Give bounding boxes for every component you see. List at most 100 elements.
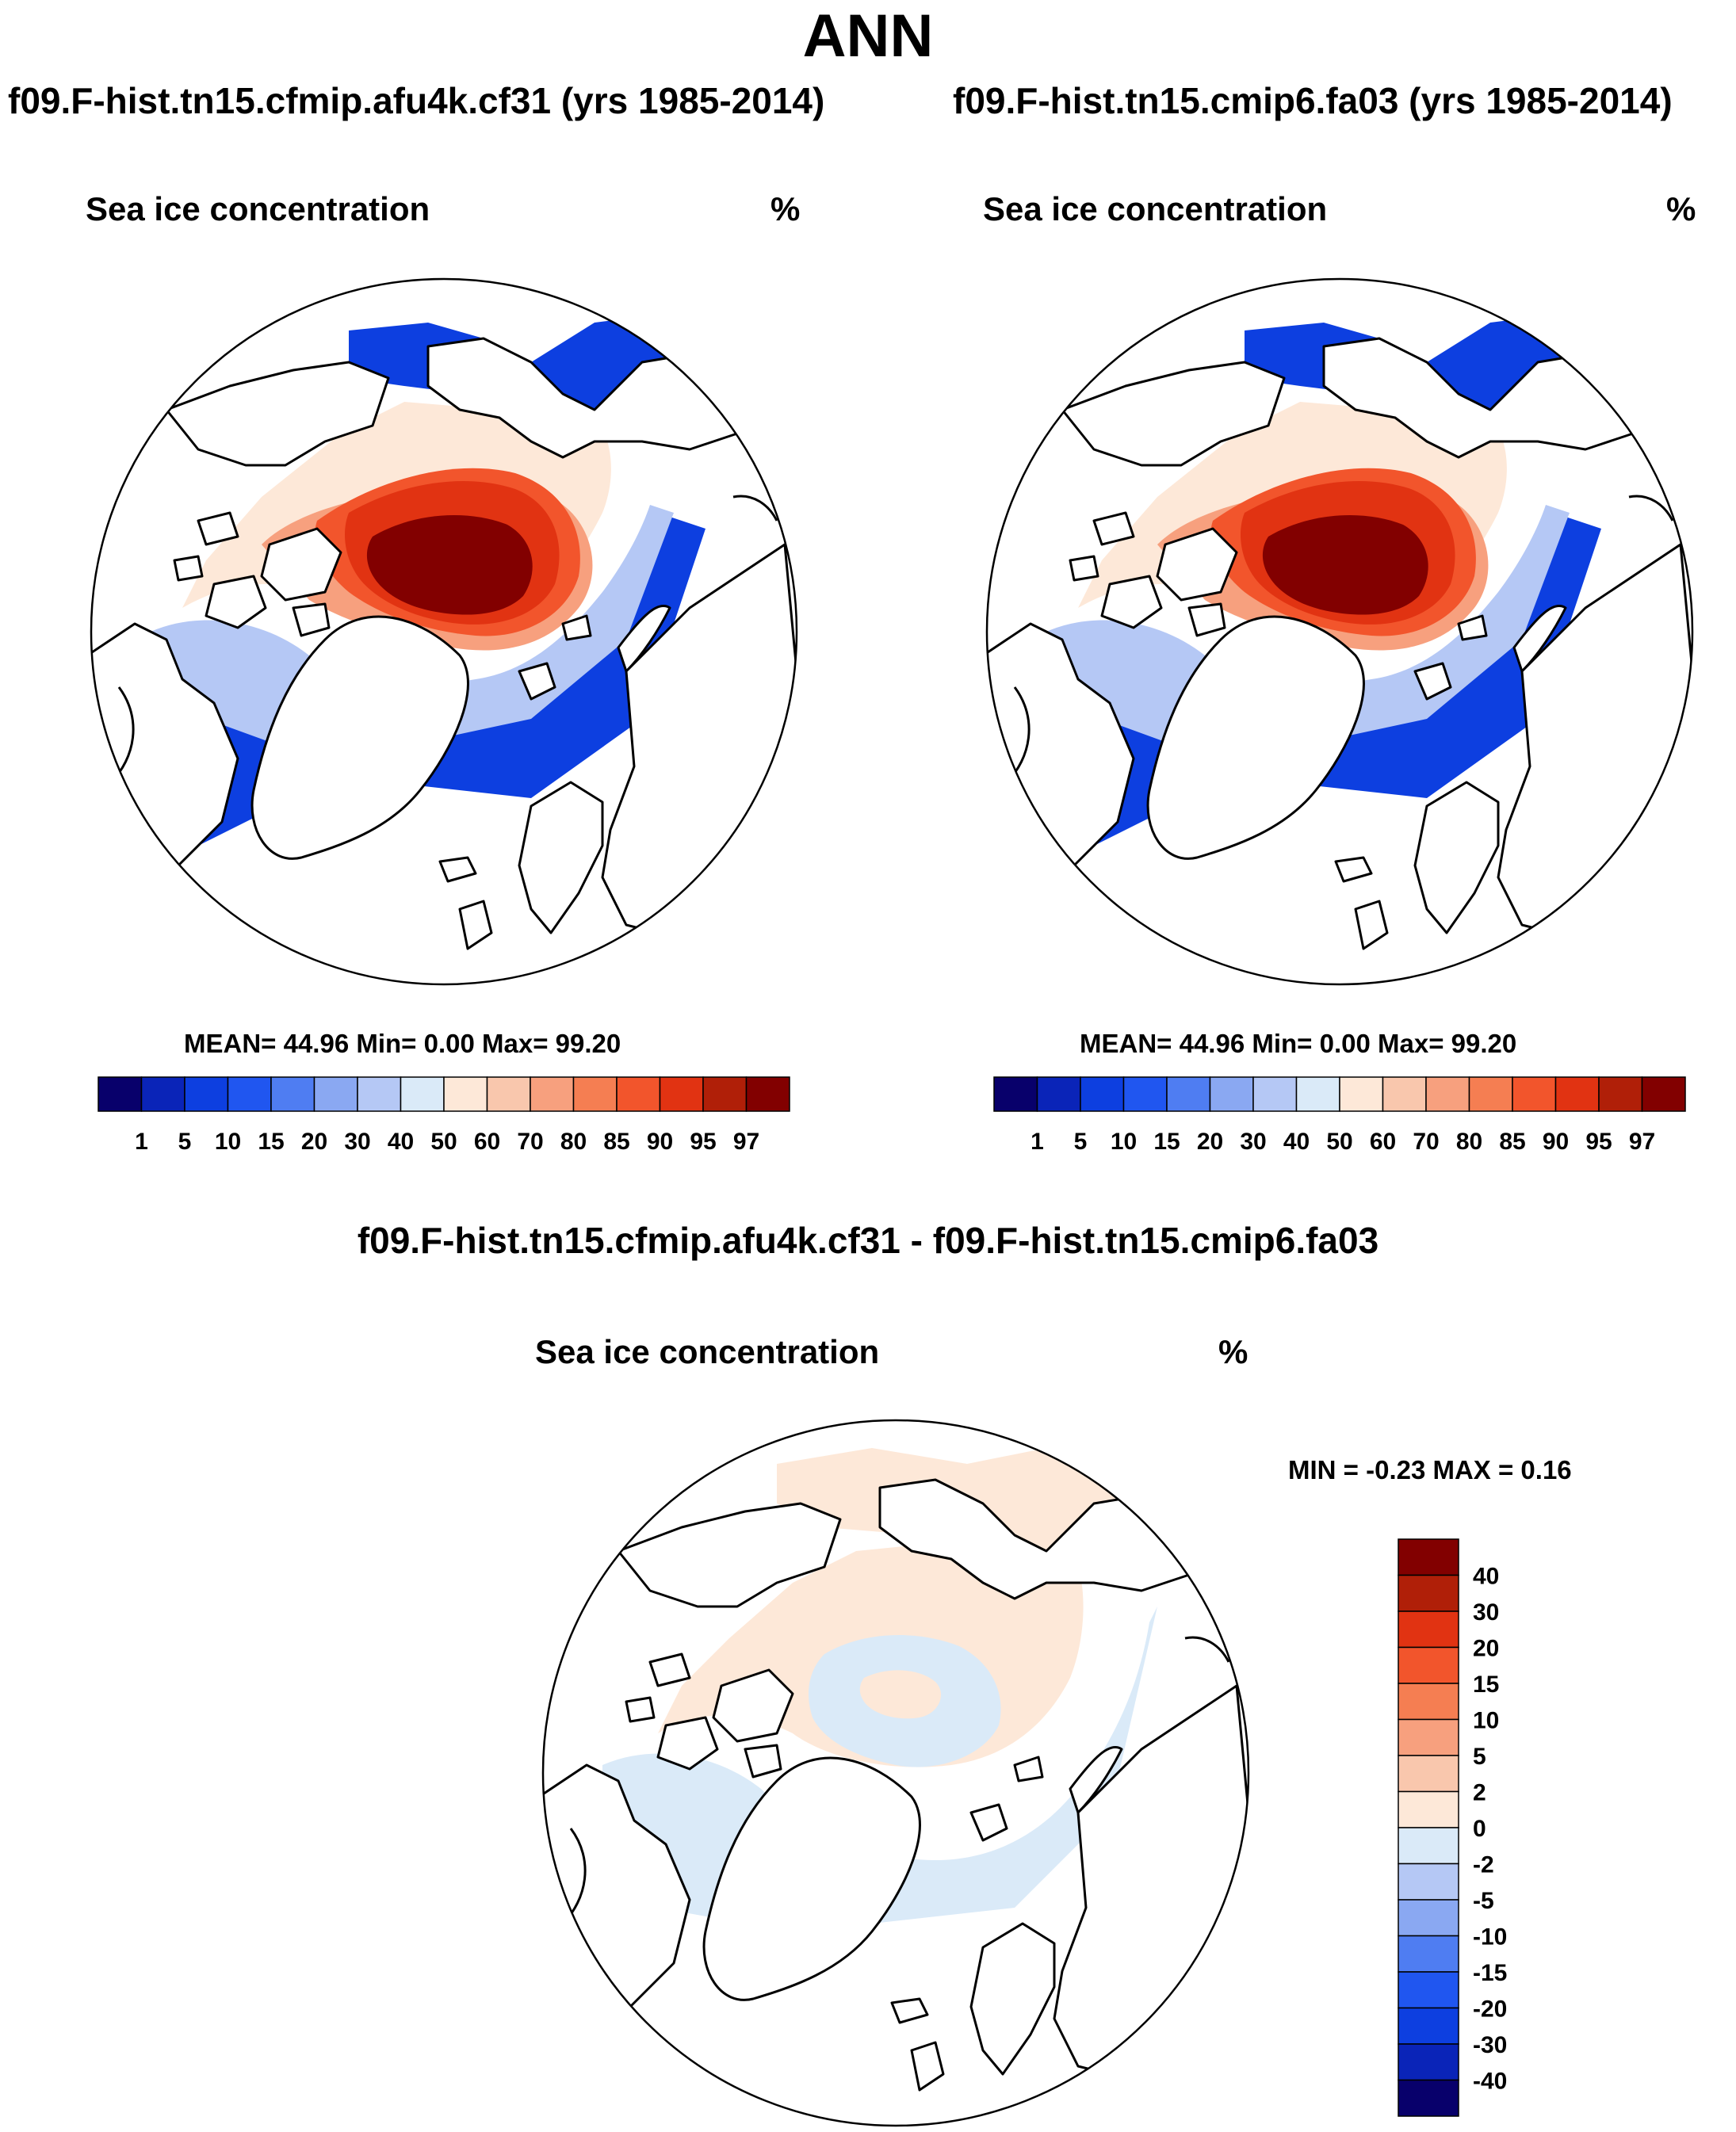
- colorbar-swatch: [1398, 1538, 1459, 1576]
- colorbar-swatch: [1398, 1646, 1459, 1684]
- colorbar-swatch: [702, 1076, 748, 1112]
- colorbar-tick-label: 40: [388, 1129, 414, 1155]
- diff-band-slight-positive-patch: [859, 1670, 942, 1719]
- colorbar-tick-label: 20: [301, 1129, 327, 1155]
- colorbar-tick-label: -5: [1473, 1888, 1494, 1914]
- colorbar-swatch: [1398, 1683, 1459, 1721]
- colorbar-swatch: [400, 1076, 445, 1112]
- panel-left-map: [90, 277, 798, 986]
- colorbar-swatch: [1641, 1076, 1686, 1112]
- colorbar-swatch: [1398, 1574, 1459, 1612]
- colorbar-swatch: [1598, 1076, 1643, 1112]
- panel-right-map: [985, 277, 1694, 986]
- colorbar-tick-label: 85: [1499, 1129, 1525, 1155]
- colorbar-tick-label: 15: [1153, 1129, 1180, 1155]
- ice-band-core-dark-red: [1262, 515, 1428, 615]
- panel-left-units-label: %: [770, 190, 801, 227]
- colorbar-tick-label: 5: [1473, 1744, 1486, 1770]
- colorbar-tick-label: 40: [1283, 1129, 1310, 1155]
- colorbar-swatch: [1295, 1076, 1340, 1112]
- colorbar-swatch: [572, 1076, 618, 1112]
- colorbar-tick-label: 5: [178, 1129, 192, 1155]
- colorbar-swatch: [1398, 1827, 1459, 1865]
- colorbar-swatch: [1398, 1863, 1459, 1901]
- colorbar-tick-label: 70: [1413, 1129, 1439, 1155]
- colorbar-tick-label: 50: [430, 1129, 457, 1155]
- panel-right-units-label: %: [1666, 190, 1696, 227]
- colorbar-swatch: [184, 1076, 229, 1112]
- colorbar-swatch: [227, 1076, 272, 1112]
- colorbar-swatch: [1512, 1076, 1557, 1112]
- colorbar-swatch: [1398, 1971, 1459, 2009]
- colorbar-swatch: [1398, 1790, 1459, 1828]
- colorbar-swatch: [1554, 1076, 1600, 1112]
- difference-title: f09.F-hist.tn15.cfmip.afu4k.cf31 - f09.F…: [357, 1220, 1379, 1261]
- panel-left-variable-label: Sea ice concentration: [86, 190, 430, 227]
- colorbar-tick-label: 80: [560, 1129, 587, 1155]
- colorbar-swatch: [1080, 1076, 1125, 1112]
- colorbar-tick-label: 50: [1326, 1129, 1352, 1155]
- colorbar-tick-label: -20: [1473, 1996, 1507, 2023]
- colorbar-tick-label: 60: [474, 1129, 500, 1155]
- panel-right-experiment-title: f09.F-hist.tn15.cmip6.fa03 (yrs 1985-201…: [953, 80, 1673, 121]
- colorbar-tick-label: 90: [1543, 1129, 1569, 1155]
- colorbar-swatch: [1122, 1076, 1168, 1112]
- colorbar-tick-label: 2: [1473, 1780, 1486, 1806]
- colorbar-tick-label: 10: [1473, 1708, 1499, 1734]
- colorbar-swatch: [1252, 1076, 1298, 1112]
- colorbar-tick-label: 40: [1473, 1564, 1499, 1590]
- colorbar-swatch: [98, 1076, 143, 1112]
- colorbar-tick-label: 30: [1240, 1129, 1266, 1155]
- colorbar-swatch: [1209, 1076, 1254, 1112]
- colorbar-tick-label: -10: [1473, 1924, 1507, 1951]
- colorbar-swatch: [1398, 1899, 1459, 1937]
- panel-diff-units-label: %: [1218, 1333, 1248, 1370]
- panel-right-variable-label: Sea ice concentration: [983, 190, 1328, 227]
- colorbar-swatch: [616, 1076, 661, 1112]
- colorbar-tick-label: 30: [344, 1129, 370, 1155]
- page-title: ANN: [802, 2, 934, 70]
- panel-left-stats: MEAN= 44.96 Min= 0.00 Max= 99.20: [184, 1029, 621, 1058]
- colorbar-tick-label: 20: [1197, 1129, 1223, 1155]
- colorbar-swatch: [140, 1076, 185, 1112]
- colorbar-swatch: [1398, 2043, 1459, 2081]
- panel-left-experiment-title: f09.F-hist.tn15.cfmip.afu4k.cf31 (yrs 19…: [8, 80, 825, 121]
- panel-left-colorbar: 1 5 10 15 20 30 40 50 60 70 80 85 90 95 97: [98, 1076, 790, 1155]
- colorbar-tick-label: 97: [733, 1129, 759, 1155]
- colorbar-tick-label: 15: [258, 1129, 284, 1155]
- colorbar-swatch: [659, 1076, 704, 1112]
- colorbar-swatch: [1398, 1755, 1459, 1793]
- colorbar-tick-label: 80: [1456, 1129, 1482, 1155]
- colorbar-swatch: [1398, 2079, 1459, 2117]
- colorbar-tick-label: 60: [1370, 1129, 1396, 1155]
- colorbar-tick-label: 70: [517, 1129, 543, 1155]
- colorbar-tick-label: 10: [215, 1129, 241, 1155]
- colorbar-tick-label: 1: [135, 1129, 148, 1155]
- colorbar-swatch: [1398, 1718, 1459, 1756]
- colorbar-tick-label: 85: [603, 1129, 629, 1155]
- colorbar-swatch: [270, 1076, 315, 1112]
- colorbar-tick-label: 30: [1473, 1599, 1499, 1626]
- panel-diff-variable-label: Sea ice concentration: [535, 1333, 880, 1370]
- colorbar-swatch: [1166, 1076, 1211, 1112]
- ice-band-core-dark-red: [366, 515, 533, 615]
- colorbar-swatch: [486, 1076, 531, 1112]
- colorbar-swatch: [1398, 1935, 1459, 1973]
- colorbar-swatch: [1398, 1610, 1459, 1649]
- panel-diff-map: [541, 1419, 1250, 2127]
- colorbar-tick-label: 95: [690, 1129, 716, 1155]
- colorbar-swatch: [1468, 1076, 1513, 1112]
- colorbar-tick-label: -15: [1473, 1960, 1507, 1986]
- colorbar-tick-label: 20: [1473, 1636, 1499, 1662]
- colorbar-swatch: [1382, 1076, 1427, 1112]
- colorbar-swatch: [530, 1076, 575, 1112]
- colorbar-tick-label: 10: [1111, 1129, 1137, 1155]
- colorbar-tick-label: 0: [1473, 1816, 1486, 1842]
- colorbar-swatch: [357, 1076, 402, 1112]
- colorbar-swatch: [1398, 2007, 1459, 2045]
- colorbar-swatch: [1339, 1076, 1384, 1112]
- colorbar-tick-label: 5: [1074, 1129, 1088, 1155]
- colorbar-tick-label: 90: [647, 1129, 673, 1155]
- colorbar-tick-label: 1: [1031, 1129, 1044, 1155]
